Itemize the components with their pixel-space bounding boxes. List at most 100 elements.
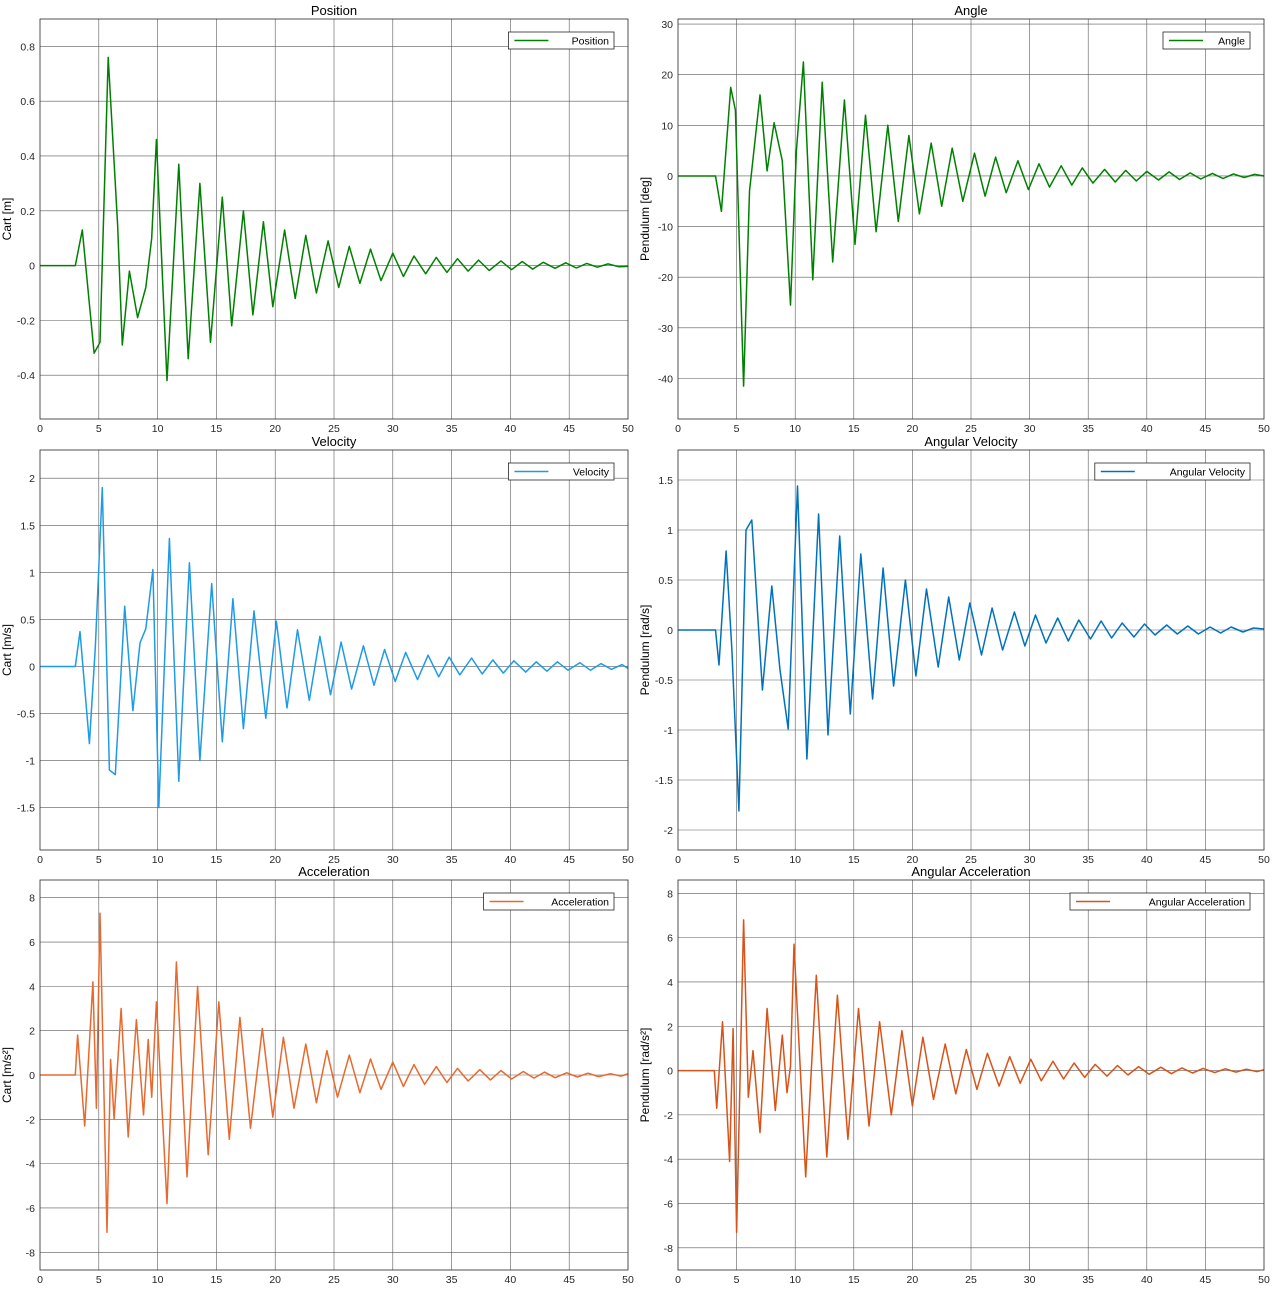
x-tick-label: 50 [1258, 423, 1270, 435]
y-tick-label: 2 [29, 1026, 35, 1038]
legend-label: Angle [1218, 36, 1245, 48]
y-tick-label: 6 [667, 933, 673, 945]
legend-label: Velocity [573, 467, 610, 479]
x-tick-label: 5 [96, 423, 102, 435]
legend-label: Acceleration [551, 897, 609, 909]
y-tick-label: 0.8 [20, 41, 35, 53]
x-tick-label: 30 [1024, 423, 1036, 435]
legend-box [507, 462, 615, 481]
y-tick-label: -4 [26, 1159, 35, 1171]
series-line-angle [678, 61, 1265, 387]
y-tick-label: -40 [658, 373, 673, 385]
y-tick-label: -1 [26, 756, 35, 768]
x-tick-label: 35 [1082, 423, 1094, 435]
y-tick-label: -10 [658, 222, 673, 234]
chart-acceleration: 0 5 10 15 20 25 30 35 40 45 50 -8 -6 -4 -2 0 2 4 6 8 Acceler… [0, 864, 634, 1286]
x-tick-label: 30 [387, 854, 399, 866]
x-tick-label: 40 [505, 423, 517, 435]
legend-box [507, 31, 615, 50]
y-tick-label: -1.5 [17, 803, 35, 815]
y-tick-label: -2 [26, 1114, 35, 1126]
y-tick-label: -0.2 [17, 315, 35, 327]
x-tick-label: 15 [848, 1274, 860, 1286]
x-tick-label: 25 [328, 423, 340, 435]
y-tick-label: 1 [29, 567, 35, 579]
y-tick-label: 4 [29, 981, 35, 993]
legend-box [1162, 31, 1251, 50]
y-tick-label: 0.4 [20, 151, 35, 163]
axes-box [39, 879, 629, 1271]
x-tick-label: 0 [37, 854, 43, 866]
axes-box [39, 18, 629, 420]
x-tick-label: 25 [328, 1274, 340, 1286]
chart-position: 0 5 10 15 20 25 30 35 40 45 50 -0.4 -0.2 0 0.2 0.4 0.6 0.… [0, 3, 634, 435]
x-tick-label: 45 [563, 1274, 575, 1286]
axes-box [677, 449, 1265, 851]
x-tick-label: 40 [1141, 423, 1153, 435]
x-tick-label: 0 [675, 423, 681, 435]
x-tick-label: 5 [734, 423, 740, 435]
y-tick-label: 1.5 [20, 520, 35, 532]
x-tick-label: 35 [446, 423, 458, 435]
x-tick-label: 10 [789, 854, 801, 866]
x-tick-label: 35 [446, 1274, 458, 1286]
chart-angular_velocity: 0 5 10 15 20 25 30 35 40 45 50 -2 -1.5 -1 -0.5 0 0.5 1 1.5… [638, 434, 1270, 866]
y-tick-label: 1.5 [658, 475, 673, 487]
y-tick-label: 10 [661, 120, 673, 132]
chart-velocity: 0 5 10 15 20 25 30 35 40 45 50 -1.5 -1 -0.5 0 0.5 1 1.5 2 V… [0, 434, 634, 866]
y-tick-label: -6 [664, 1199, 673, 1211]
x-tick-label: 15 [211, 854, 223, 866]
axes-box [39, 449, 629, 851]
y-tick-label: -8 [26, 1247, 35, 1259]
chart-title: Angular Acceleration [911, 864, 1030, 879]
chart-title: Angular Velocity [924, 434, 1018, 449]
chart-title: Angle [954, 3, 987, 18]
y-tick-label: 0 [667, 625, 673, 637]
x-tick-label: 25 [965, 1274, 977, 1286]
x-tick-label: 20 [269, 854, 281, 866]
x-tick-label: 45 [563, 854, 575, 866]
x-tick-label: 50 [622, 854, 634, 866]
y-tick-label: -2 [664, 825, 673, 837]
y-axis-label: Pendulum [rad/s] [638, 605, 652, 696]
y-axis-label: Pendulum [deg] [638, 177, 652, 261]
y-tick-label: 0.5 [20, 614, 35, 626]
legend-label: Angular Acceleration [1149, 897, 1245, 909]
y-tick-label: 0.2 [20, 206, 35, 218]
y-tick-label: -1.5 [655, 775, 673, 787]
legend-label: Position [572, 36, 610, 48]
x-tick-label: 5 [96, 854, 102, 866]
x-tick-label: 5 [734, 854, 740, 866]
x-tick-label: 10 [152, 423, 164, 435]
x-tick-label: 45 [1200, 854, 1212, 866]
y-axis-label: Cart [m/s²] [0, 1047, 14, 1103]
y-tick-label: 0 [29, 1070, 35, 1082]
y-tick-label: -1 [664, 725, 673, 737]
x-tick-label: 45 [563, 423, 575, 435]
x-tick-label: 0 [675, 1274, 681, 1286]
y-tick-label: 0 [29, 661, 35, 673]
x-tick-label: 15 [211, 423, 223, 435]
y-tick-label: -8 [664, 1243, 673, 1255]
y-tick-label: 0.6 [20, 96, 35, 108]
y-tick-label: 20 [661, 70, 673, 82]
x-tick-label: 5 [734, 1274, 740, 1286]
x-tick-label: 40 [1141, 1274, 1153, 1286]
x-tick-label: 20 [269, 1274, 281, 1286]
x-tick-label: 15 [848, 854, 860, 866]
y-tick-label: -20 [658, 272, 673, 284]
chart-title: Acceleration [298, 864, 370, 879]
x-tick-label: 30 [387, 423, 399, 435]
y-tick-label: -0.5 [655, 675, 673, 687]
x-tick-label: 35 [446, 854, 458, 866]
x-tick-label: 0 [37, 423, 43, 435]
x-tick-label: 25 [328, 854, 340, 866]
series-line-acceleration [40, 912, 629, 1234]
y-tick-label: -2 [664, 1110, 673, 1122]
axes-box [677, 18, 1265, 420]
series-line-velocity [40, 486, 629, 809]
y-axis-label: Cart [m] [0, 198, 14, 241]
x-tick-label: 50 [1258, 854, 1270, 866]
legend-box [483, 892, 615, 911]
